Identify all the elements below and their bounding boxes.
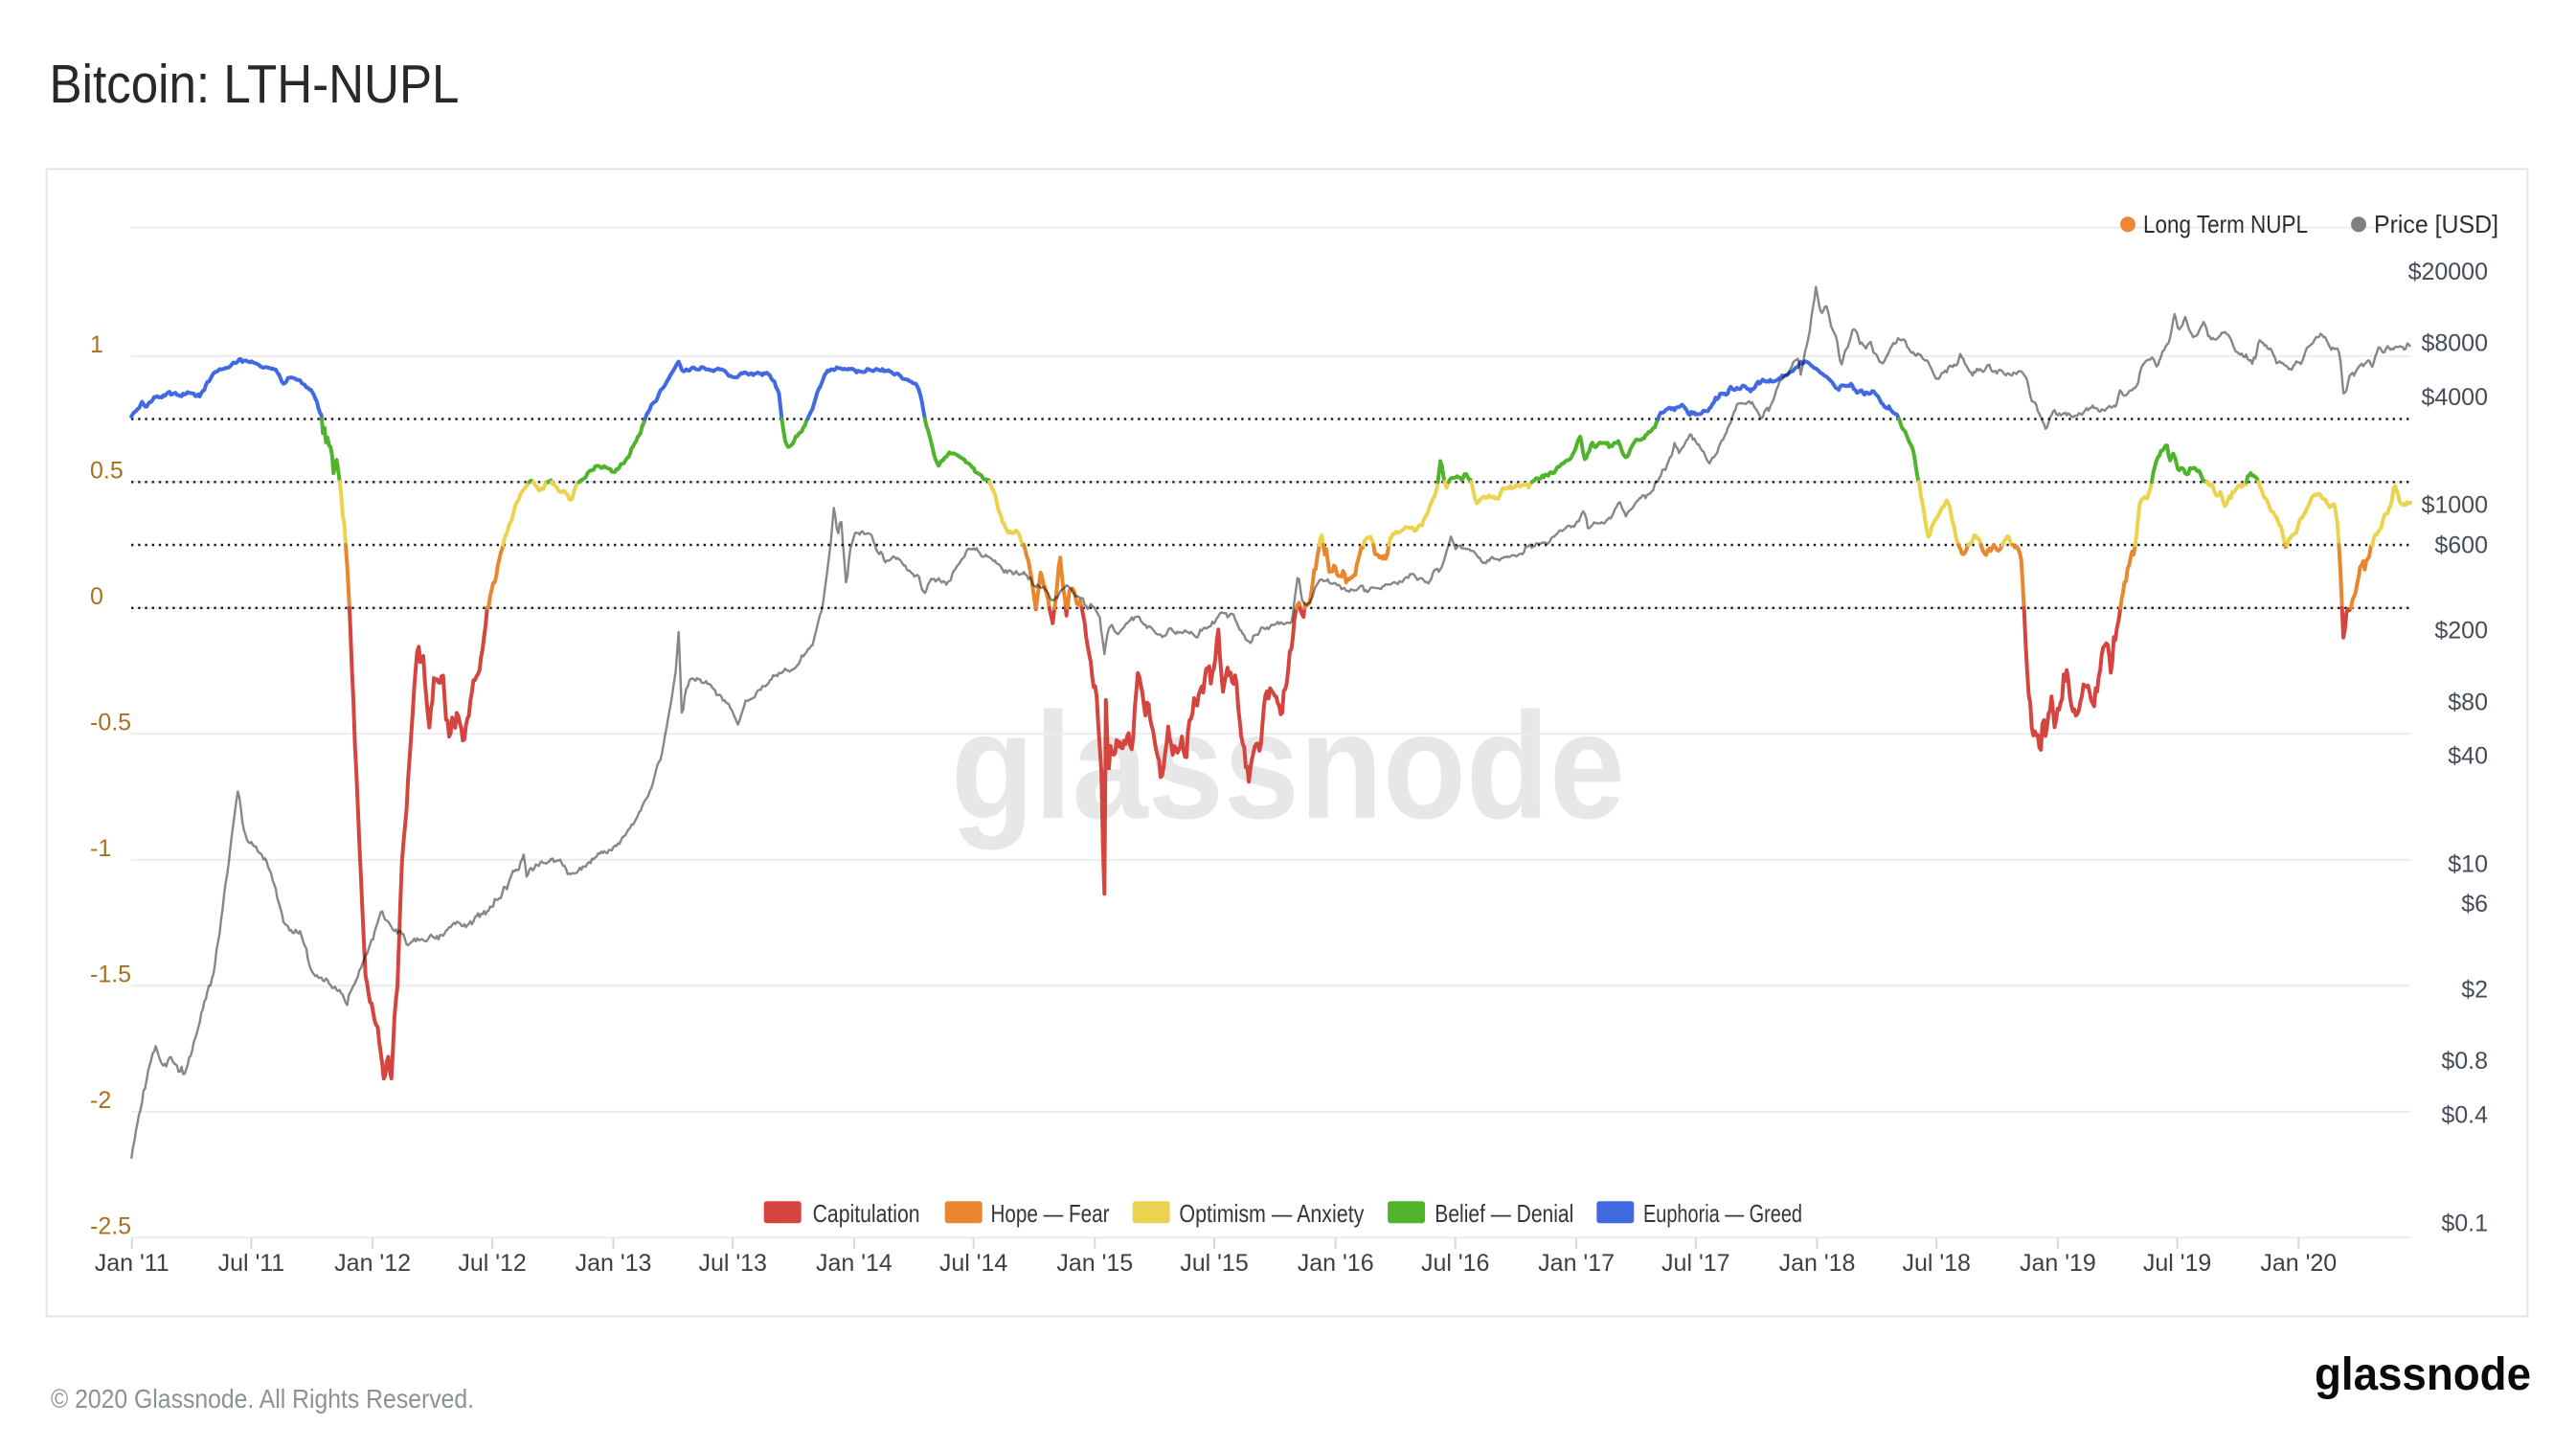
svg-text:Jul '18: Jul '18 [1902, 1250, 1970, 1277]
svg-text:Jul '15: Jul '15 [1180, 1250, 1248, 1277]
svg-text:Optimism — Anxiety: Optimism — Anxiety [1179, 1199, 1364, 1228]
svg-text:Long Term NUPL: Long Term NUPL [2143, 210, 2308, 238]
svg-text:-2: -2 [90, 1087, 111, 1114]
svg-text:-0.5: -0.5 [90, 709, 131, 736]
svg-text:$0.8: $0.8 [2441, 1048, 2488, 1075]
svg-text:$2: $2 [2461, 977, 2488, 1004]
svg-text:$0.4: $0.4 [2441, 1102, 2488, 1129]
svg-text:$80: $80 [2448, 689, 2488, 715]
svg-text:1: 1 [90, 331, 103, 358]
svg-text:Jul '16: Jul '16 [1421, 1250, 1489, 1277]
svg-text:Jul '13: Jul '13 [698, 1250, 766, 1277]
svg-text:$40: $40 [2448, 743, 2488, 770]
svg-text:$600: $600 [2434, 532, 2488, 558]
svg-text:Jul '19: Jul '19 [2143, 1250, 2211, 1277]
svg-text:Jul '14: Jul '14 [939, 1250, 1008, 1277]
svg-text:Jan '13: Jan '13 [576, 1250, 652, 1277]
svg-text:$4000: $4000 [2421, 384, 2488, 411]
svg-text:Hope — Fear: Hope — Fear [991, 1199, 1110, 1228]
svg-text:Belief — Denial: Belief — Denial [1435, 1199, 1573, 1228]
svg-text:0.5: 0.5 [90, 457, 124, 484]
svg-text:glassnode: glassnode [2315, 1349, 2531, 1400]
svg-text:Jan '14: Jan '14 [816, 1250, 893, 1277]
svg-text:Jul '11: Jul '11 [218, 1250, 285, 1277]
svg-text:$6: $6 [2461, 891, 2488, 917]
svg-text:Price [USD]: Price [USD] [2374, 210, 2498, 238]
svg-text:Euphoria — Greed: Euphoria — Greed [1643, 1199, 1802, 1228]
svg-text:Jan '20: Jan '20 [2260, 1250, 2337, 1277]
svg-text:Jan '15: Jan '15 [1056, 1250, 1133, 1277]
svg-text:-1.5: -1.5 [90, 961, 131, 987]
svg-text:Jan '17: Jan '17 [1538, 1250, 1615, 1277]
svg-text:© 2020 Glassnode. All Rights R: © 2020 Glassnode. All Rights Reserved. [51, 1384, 474, 1414]
svg-text:Jul '17: Jul '17 [1661, 1250, 1729, 1277]
svg-text:glassnode: glassnode [951, 682, 1625, 850]
svg-text:Jan '18: Jan '18 [1779, 1250, 1856, 1277]
svg-text:$0.1: $0.1 [2441, 1210, 2488, 1236]
svg-text:$20000: $20000 [2408, 259, 2488, 285]
svg-text:Capitulation: Capitulation [813, 1199, 920, 1228]
svg-text:-2.5: -2.5 [90, 1212, 131, 1239]
svg-text:Jul '12: Jul '12 [458, 1250, 526, 1277]
svg-text:$10: $10 [2448, 851, 2488, 878]
svg-text:Jan '19: Jan '19 [2020, 1250, 2096, 1277]
svg-text:Bitcoin: LTH-NUPL: Bitcoin: LTH-NUPL [50, 54, 460, 115]
svg-text:-1: -1 [90, 835, 111, 862]
svg-text:Jan '12: Jan '12 [334, 1250, 411, 1277]
svg-text:$1000: $1000 [2421, 492, 2488, 519]
svg-text:$200: $200 [2434, 618, 2488, 645]
svg-text:Jan '16: Jan '16 [1298, 1250, 1374, 1277]
svg-text:Jan '11: Jan '11 [95, 1250, 169, 1277]
svg-text:0: 0 [90, 583, 103, 610]
svg-text:$8000: $8000 [2421, 330, 2488, 357]
